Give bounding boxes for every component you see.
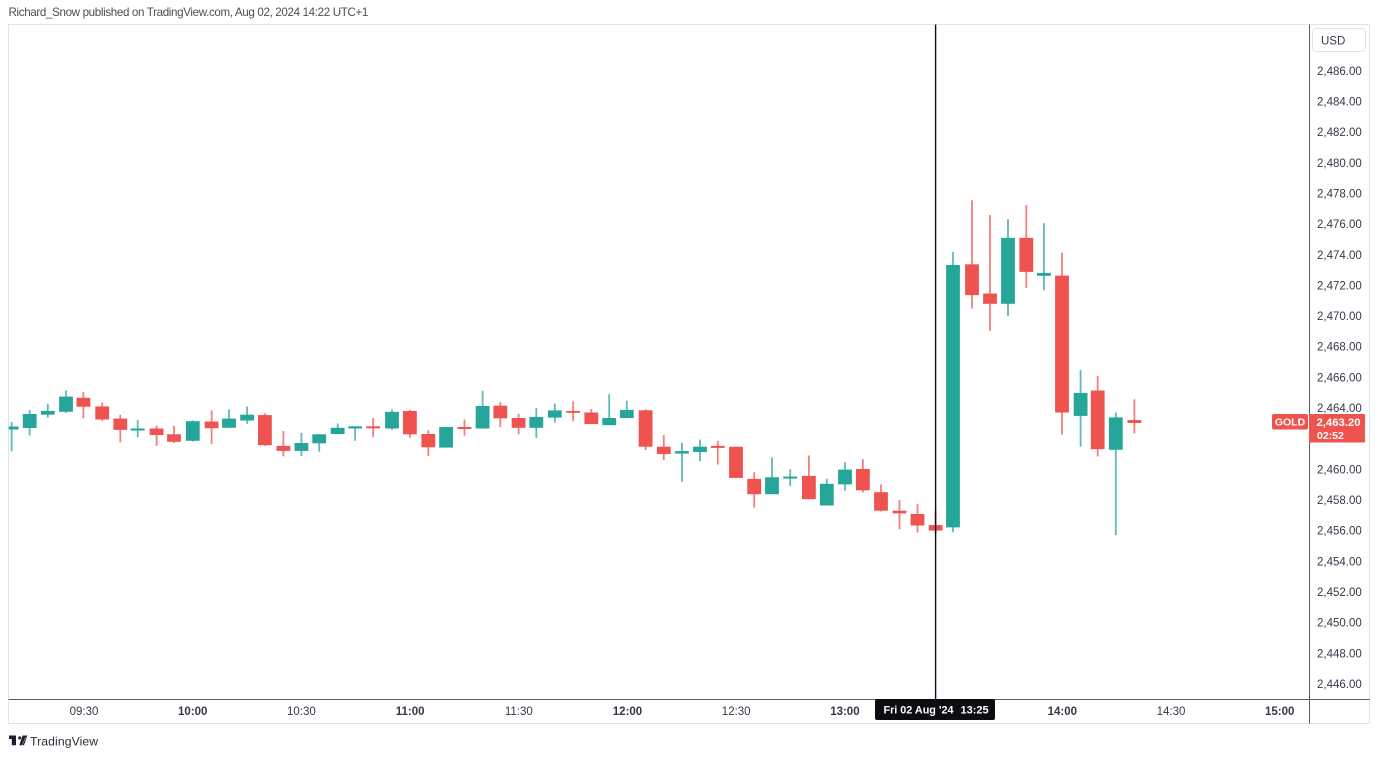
svg-text:2,448.00: 2,448.00 <box>1317 648 1362 660</box>
svg-text:2,458.00: 2,458.00 <box>1317 495 1362 507</box>
svg-text:2,476.00: 2,476.00 <box>1317 219 1362 231</box>
svg-text:2,484.00: 2,484.00 <box>1317 97 1362 109</box>
svg-text:2,452.00: 2,452.00 <box>1317 587 1362 599</box>
svg-text:2,466.00: 2,466.00 <box>1317 372 1362 384</box>
svg-text:2,454.00: 2,454.00 <box>1317 556 1362 568</box>
svg-text:TradingView: TradingView <box>30 734 98 748</box>
svg-text:GOLD: GOLD <box>1275 417 1306 429</box>
svg-text:13:25: 13:25 <box>961 705 989 717</box>
svg-text:12:00: 12:00 <box>613 706 642 718</box>
svg-text:2,474.00: 2,474.00 <box>1317 250 1362 262</box>
svg-text:2,486.00: 2,486.00 <box>1317 66 1362 78</box>
svg-text:2,470.00: 2,470.00 <box>1317 311 1362 323</box>
svg-text:2,480.00: 2,480.00 <box>1317 158 1362 170</box>
svg-text:09:30: 09:30 <box>70 706 99 718</box>
svg-text:2,463.20: 2,463.20 <box>1317 417 1361 429</box>
svg-text:USD: USD <box>1321 36 1345 48</box>
svg-text:13:00: 13:00 <box>830 706 859 718</box>
svg-text:14:30: 14:30 <box>1157 706 1186 718</box>
svg-text:11:00: 11:00 <box>396 706 425 718</box>
svg-text:2,460.00: 2,460.00 <box>1317 464 1362 476</box>
svg-text:15:00: 15:00 <box>1265 706 1294 718</box>
svg-text:2,472.00: 2,472.00 <box>1317 280 1362 292</box>
svg-text:12:30: 12:30 <box>722 706 751 718</box>
svg-text:11:30: 11:30 <box>505 706 533 718</box>
svg-text:2,478.00: 2,478.00 <box>1317 188 1362 200</box>
svg-text:10:00: 10:00 <box>178 706 207 718</box>
svg-text:2,446.00: 2,446.00 <box>1317 679 1362 691</box>
svg-text:02:52: 02:52 <box>1317 430 1344 442</box>
svg-text:Fri 02 Aug '24: Fri 02 Aug '24 <box>884 705 954 717</box>
svg-text:14:00: 14:00 <box>1048 706 1077 718</box>
svg-text:2,464.00: 2,464.00 <box>1317 403 1362 415</box>
svg-text:2,456.00: 2,456.00 <box>1317 526 1362 538</box>
svg-text:2,468.00: 2,468.00 <box>1317 342 1362 354</box>
svg-text:2,482.00: 2,482.00 <box>1317 127 1362 139</box>
svg-text:2,450.00: 2,450.00 <box>1317 618 1362 630</box>
svg-text:10:30: 10:30 <box>287 706 316 718</box>
svg-text:Richard_Snow published on Trad: Richard_Snow published on TradingView.co… <box>9 6 369 19</box>
